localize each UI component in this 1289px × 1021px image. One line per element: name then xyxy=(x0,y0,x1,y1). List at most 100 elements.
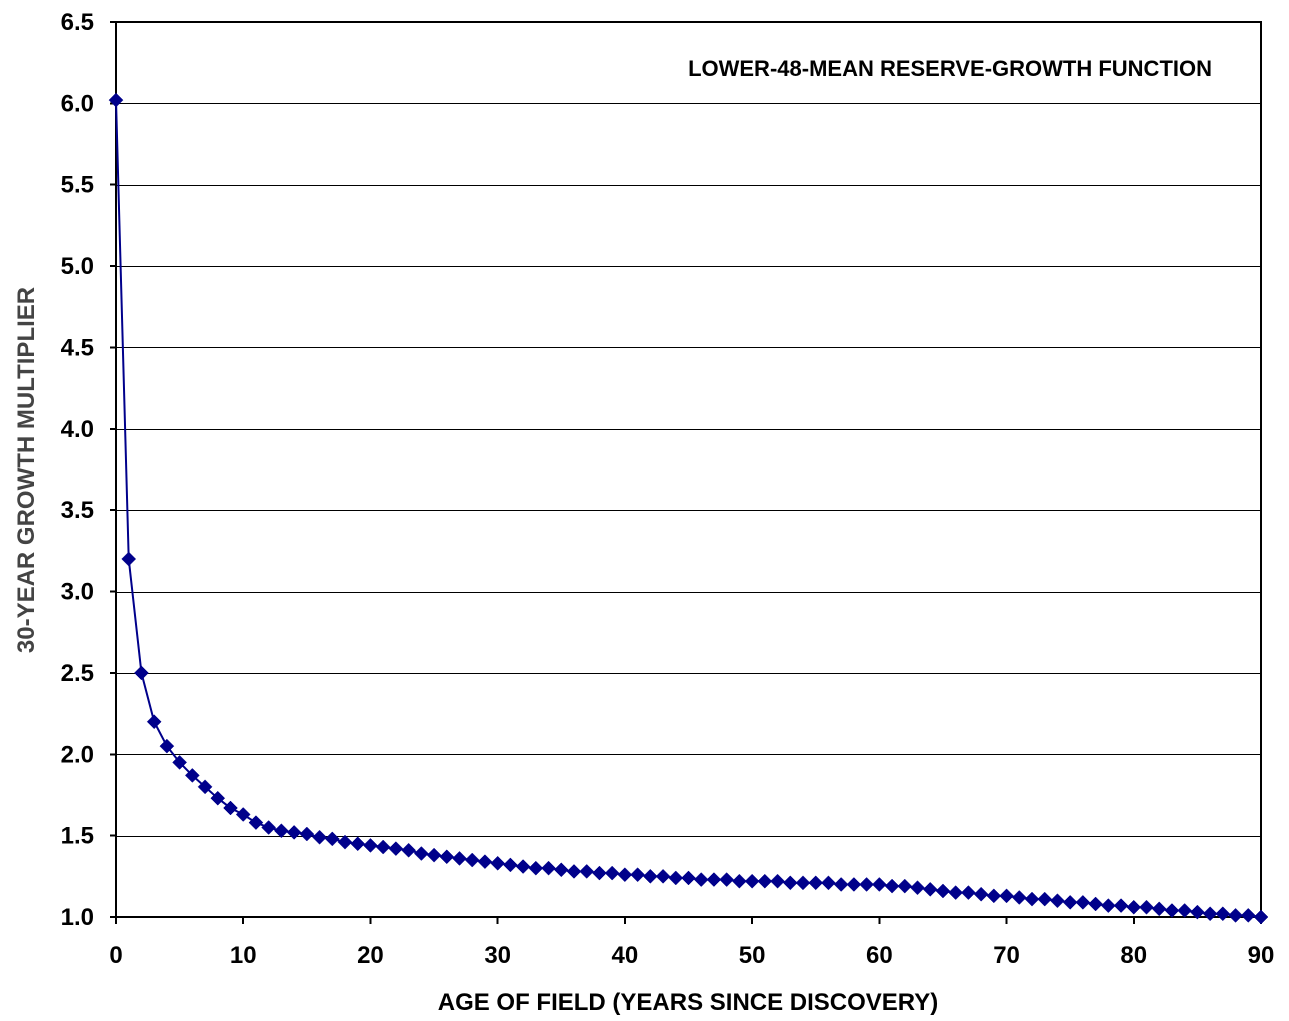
data-point xyxy=(795,875,811,891)
data-point xyxy=(108,92,124,108)
data-point xyxy=(363,838,378,853)
data-point xyxy=(757,873,773,889)
data-point xyxy=(884,878,900,894)
data-point xyxy=(910,880,925,896)
axis-ticks xyxy=(110,21,1262,924)
tick-labels: 1.0 1.5 2.0 2.5 3.0 3.5 4.0 4.5 5.0 5.5 6.0 6.5 0 10 2… xyxy=(61,9,1275,969)
data-point xyxy=(528,860,544,876)
data-point xyxy=(668,870,684,886)
data-point xyxy=(973,886,989,902)
data-point xyxy=(1177,903,1193,918)
data-point xyxy=(1062,895,1078,910)
data-point xyxy=(630,867,645,883)
data-point xyxy=(1075,895,1091,910)
data-point xyxy=(248,815,264,830)
data-point xyxy=(770,873,785,889)
data-point xyxy=(146,714,162,730)
data-point xyxy=(439,849,455,865)
data-point xyxy=(197,779,213,795)
data-point xyxy=(948,885,964,900)
data-point xyxy=(1024,891,1040,907)
data-point xyxy=(426,847,442,863)
x-tick-label: 40 xyxy=(612,942,639,969)
data-point xyxy=(833,877,849,892)
data-point xyxy=(1151,901,1167,917)
data-point xyxy=(846,877,862,892)
data-point xyxy=(477,854,493,870)
data-point xyxy=(706,872,722,887)
data-point xyxy=(184,768,200,783)
data-point xyxy=(1215,906,1231,922)
chart-annotation: LOWER-48-MEAN RESERVE-GROWTH FUNCTION xyxy=(688,56,1212,81)
data-point xyxy=(1164,903,1180,918)
data-point xyxy=(808,875,824,891)
data-point xyxy=(604,865,620,881)
x-tick-label: 30 xyxy=(484,942,511,969)
data-point xyxy=(375,839,391,855)
data-point xyxy=(401,842,416,858)
y-tick-label: 5.5 xyxy=(61,172,94,199)
data-point xyxy=(261,820,277,835)
y-tick-label: 4.5 xyxy=(61,334,94,361)
data-point xyxy=(1113,898,1129,913)
data-point xyxy=(235,807,251,822)
data-point xyxy=(566,864,582,879)
data-point xyxy=(1126,899,1142,915)
data-point xyxy=(1228,908,1243,923)
data-point xyxy=(121,551,137,567)
data-point xyxy=(541,860,556,876)
data-point xyxy=(324,831,340,847)
data-point xyxy=(172,755,187,770)
data-point xyxy=(515,859,531,874)
data-point xyxy=(299,826,315,842)
data-point xyxy=(897,878,913,894)
data-point xyxy=(159,738,175,754)
data-point xyxy=(490,855,506,871)
data-point xyxy=(579,864,595,879)
y-axis-title: 30-YEAR GROWTH MULTIPLIER xyxy=(13,287,40,653)
x-tick-label: 0 xyxy=(109,942,122,969)
y-tick-label: 6.0 xyxy=(61,90,94,117)
data-point xyxy=(413,846,429,861)
data-point xyxy=(503,857,518,873)
data-point xyxy=(274,823,289,839)
data-point xyxy=(859,877,874,892)
data-point xyxy=(1088,896,1103,912)
data-point xyxy=(744,873,760,889)
data-point xyxy=(337,834,353,850)
data-point xyxy=(134,665,149,681)
data-point xyxy=(986,888,1002,904)
data-point xyxy=(821,875,836,891)
data-point xyxy=(1100,898,1116,913)
y-tick-label: 2.0 xyxy=(61,741,94,768)
y-tick-label: 1.5 xyxy=(61,823,94,850)
data-point xyxy=(286,825,302,840)
plot-area xyxy=(115,21,1262,918)
data-point xyxy=(617,867,633,883)
y-tick-label: 6.5 xyxy=(61,9,94,36)
data-point xyxy=(961,885,976,900)
series-line xyxy=(115,100,1262,918)
x-tick-label: 50 xyxy=(739,942,766,969)
data-point xyxy=(655,868,671,884)
grid xyxy=(116,22,1261,918)
data-point xyxy=(1139,899,1154,915)
series xyxy=(108,92,1269,925)
data-point xyxy=(693,872,709,887)
data-point xyxy=(452,851,467,866)
y-tick-label: 3.0 xyxy=(61,579,94,606)
data-point xyxy=(464,852,480,868)
data-point xyxy=(210,790,226,806)
data-point xyxy=(782,875,798,891)
y-tick-label: 5.0 xyxy=(61,253,94,280)
data-point xyxy=(935,883,951,899)
data-point xyxy=(1011,890,1027,905)
data-point xyxy=(1050,893,1065,909)
data-point xyxy=(553,862,569,878)
data-point xyxy=(312,829,327,845)
x-tick-label: 90 xyxy=(1248,942,1275,969)
x-tick-label: 70 xyxy=(993,942,1020,969)
x-tick-label: 20 xyxy=(357,942,384,969)
data-point xyxy=(1190,904,1205,920)
